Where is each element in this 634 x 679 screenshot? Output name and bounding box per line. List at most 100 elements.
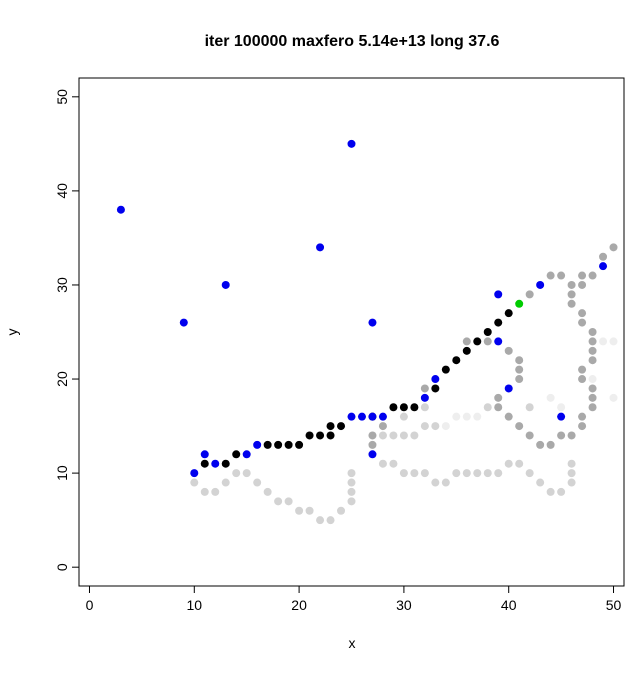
point bbox=[378, 459, 387, 468]
point bbox=[221, 280, 230, 289]
point bbox=[494, 469, 503, 478]
point bbox=[588, 384, 597, 393]
point bbox=[483, 469, 492, 478]
point bbox=[179, 318, 188, 327]
point bbox=[515, 375, 524, 384]
point bbox=[578, 309, 587, 318]
point bbox=[284, 497, 293, 506]
point bbox=[116, 205, 125, 214]
point bbox=[609, 243, 618, 252]
point bbox=[462, 469, 471, 478]
point bbox=[368, 318, 377, 327]
point bbox=[316, 516, 325, 525]
point bbox=[347, 412, 356, 421]
point bbox=[588, 271, 597, 280]
chart-title: iter 100000 maxfero 5.14e+13 long 37.6 bbox=[205, 33, 500, 50]
point bbox=[557, 271, 566, 280]
point bbox=[599, 252, 608, 261]
point bbox=[578, 412, 587, 421]
point bbox=[504, 384, 513, 393]
point bbox=[504, 346, 513, 355]
point bbox=[190, 478, 199, 487]
point bbox=[557, 412, 566, 421]
y-tick-label: 20 bbox=[54, 371, 70, 387]
x-axis-label: x bbox=[349, 635, 356, 651]
point bbox=[494, 290, 503, 299]
y-tick-label: 40 bbox=[54, 183, 70, 199]
point bbox=[420, 393, 429, 402]
point bbox=[567, 459, 576, 468]
point bbox=[200, 487, 209, 496]
point bbox=[200, 450, 209, 459]
point bbox=[588, 356, 597, 365]
point bbox=[504, 459, 513, 468]
point bbox=[337, 422, 346, 431]
point bbox=[368, 440, 377, 449]
point bbox=[211, 487, 220, 496]
point bbox=[546, 487, 555, 496]
point bbox=[284, 440, 293, 449]
point bbox=[420, 384, 429, 393]
point bbox=[546, 271, 555, 280]
point bbox=[420, 403, 429, 412]
point bbox=[347, 487, 356, 496]
point bbox=[431, 422, 440, 431]
point bbox=[599, 337, 608, 346]
point bbox=[609, 337, 618, 346]
point bbox=[253, 478, 262, 487]
point bbox=[410, 403, 419, 412]
point bbox=[242, 469, 251, 478]
point bbox=[578, 375, 587, 384]
point bbox=[274, 440, 283, 449]
point bbox=[578, 365, 587, 374]
point bbox=[609, 393, 618, 402]
point bbox=[368, 450, 377, 459]
point bbox=[263, 487, 272, 496]
point bbox=[536, 440, 545, 449]
point bbox=[326, 431, 335, 440]
y-tick-label: 30 bbox=[54, 277, 70, 293]
point bbox=[232, 450, 241, 459]
point bbox=[567, 280, 576, 289]
point bbox=[494, 318, 503, 327]
point bbox=[525, 403, 534, 412]
point bbox=[483, 337, 492, 346]
point bbox=[221, 459, 230, 468]
point bbox=[389, 431, 398, 440]
point bbox=[588, 328, 597, 336]
point bbox=[473, 337, 482, 346]
point bbox=[515, 299, 524, 308]
point bbox=[567, 431, 576, 440]
point bbox=[242, 450, 251, 459]
x-tick-label: 40 bbox=[501, 597, 517, 613]
point bbox=[515, 459, 524, 468]
point bbox=[567, 478, 576, 487]
point bbox=[567, 290, 576, 299]
point bbox=[567, 469, 576, 478]
point bbox=[316, 243, 325, 252]
point bbox=[599, 262, 608, 271]
point bbox=[567, 299, 576, 308]
x-tick-label: 50 bbox=[606, 597, 622, 613]
point bbox=[515, 365, 524, 374]
point bbox=[525, 290, 534, 299]
point bbox=[557, 431, 566, 440]
point bbox=[399, 431, 408, 440]
x-tick-label: 0 bbox=[86, 597, 94, 613]
point bbox=[378, 412, 387, 421]
point bbox=[588, 393, 597, 402]
point bbox=[483, 403, 492, 412]
point bbox=[253, 440, 262, 449]
point bbox=[588, 375, 597, 384]
point bbox=[347, 478, 356, 487]
point bbox=[473, 412, 482, 421]
point bbox=[462, 412, 471, 421]
point bbox=[441, 422, 450, 431]
point bbox=[420, 422, 429, 431]
plot-frame bbox=[78, 77, 625, 587]
point bbox=[588, 403, 597, 412]
point bbox=[557, 403, 566, 412]
point bbox=[494, 393, 503, 402]
point bbox=[525, 469, 534, 478]
